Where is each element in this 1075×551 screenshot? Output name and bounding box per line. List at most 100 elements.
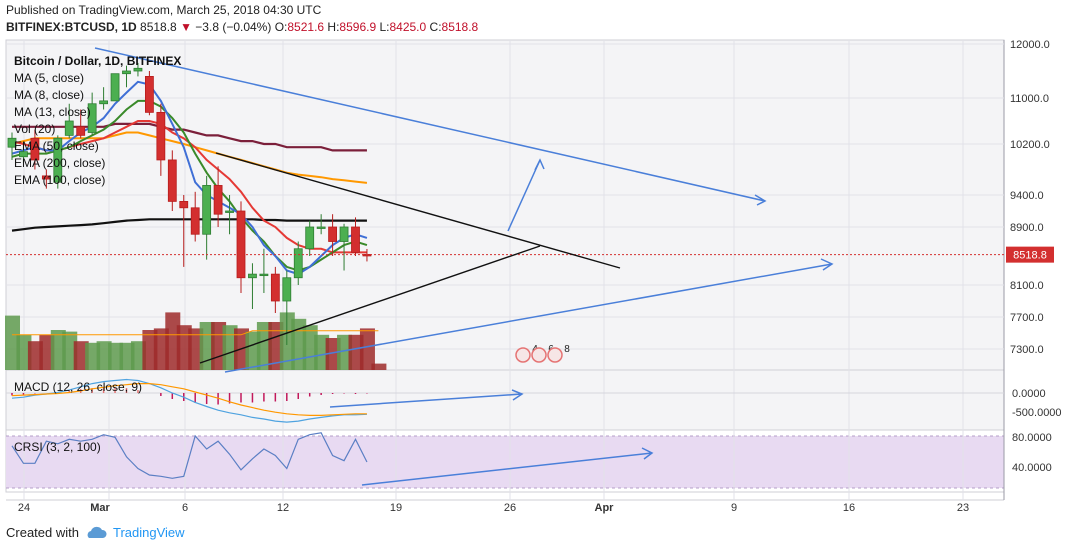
price-pane[interactable] [5, 39, 1005, 371]
candle-body [305, 226, 315, 250]
time-tick-label: 24 [18, 502, 30, 514]
macd-tick-label: 0.0000 [1012, 388, 1046, 400]
macd-pane[interactable] [5, 369, 1005, 431]
crsi-trend-arrow [361, 452, 653, 486]
time-tick-label: 23 [957, 502, 969, 514]
chart-area[interactable]: 8518.8 12000.0 11000.0 10200.0 9400.0 8900.0… [0, 36, 1075, 516]
volume-bar [199, 322, 215, 370]
candle-body [167, 159, 177, 202]
volume-bar [371, 363, 387, 370]
event-icon[interactable] [547, 347, 563, 363]
candle-body [122, 70, 131, 75]
ema200-line [11, 218, 367, 232]
volume-bar [39, 334, 55, 370]
price-tick-label: 7700.0 [1010, 312, 1044, 324]
candle-body [41, 175, 51, 180]
price-tick-label: 8100.0 [1010, 280, 1044, 292]
volume-bar [142, 330, 158, 370]
last-price: 8518.8 [140, 20, 177, 34]
legend-item: Vol (20) [14, 122, 55, 136]
volume-bar [348, 334, 364, 370]
volume-bar [153, 328, 169, 370]
event-icon[interactable] [515, 347, 531, 363]
price-tick-label: 7300.0 [1010, 344, 1044, 356]
event-icon[interactable] [531, 347, 547, 363]
price-tick-label: 12000.0 [1010, 39, 1050, 51]
crsi-label: CRSI (3, 2, 100) [14, 440, 101, 454]
time-tick-label: 26 [504, 502, 516, 514]
crsi-line [11, 432, 654, 486]
volume-bar [27, 341, 43, 370]
candle-body [190, 207, 200, 235]
ma5-line [11, 80, 368, 276]
candle-body [316, 226, 326, 229]
down-arrow-icon: ▼ [180, 20, 192, 34]
volume-ma-line [12, 330, 379, 336]
candle-body [282, 277, 292, 302]
candle-body [87, 103, 97, 133]
event-markers[interactable]: 468 [515, 344, 570, 363]
volume-bar [5, 315, 20, 370]
macd-line [11, 378, 367, 423]
candle-body [19, 151, 28, 158]
time-tick-label: 16 [843, 502, 855, 514]
legend-item: EMA (200, close) [14, 156, 105, 170]
volume-bar [62, 331, 78, 370]
candle-body [53, 137, 63, 183]
volume-bar [337, 334, 353, 370]
descending-trendline [215, 152, 621, 269]
candle-body [156, 111, 166, 161]
macd-trend-arrow [329, 393, 523, 408]
candle-body [270, 273, 280, 302]
volume-bar [256, 322, 272, 370]
legend: Bitcoin / Dollar, 1D, BITFINEX MA (5, clo… [14, 54, 181, 454]
time-tick-label: 9 [731, 502, 737, 514]
ema50-line [11, 131, 368, 184]
high-value: 8596.9 [339, 20, 377, 34]
volume-bar [268, 322, 284, 370]
volume-bar [108, 342, 124, 370]
time-tick-label: Apr [595, 502, 615, 514]
candle-body [225, 210, 234, 213]
close-label: C: [429, 20, 442, 34]
legend-item: MA (13, close) [14, 105, 91, 119]
crsi-band [6, 436, 1004, 488]
volume-bar [119, 342, 135, 370]
volume-bar [73, 341, 89, 370]
price-tag: 8518.8 [1013, 250, 1047, 262]
ascending-trendline [199, 245, 541, 364]
time-tick-label: 6 [182, 502, 188, 514]
volume-bar [314, 334, 330, 370]
time-tick-label: 12 [277, 502, 289, 514]
tradingview-brand[interactable]: TradingView [112, 525, 185, 540]
legend-item: MA (5, close) [14, 71, 84, 85]
volume-bar [245, 331, 261, 370]
macd-signal-line [11, 383, 367, 416]
price-change: −3.8 (−0.04%) [195, 20, 272, 34]
low-value: 8425.0 [389, 20, 427, 34]
volume-bar [188, 328, 204, 370]
volume-bar [50, 330, 66, 370]
axis-labels: 12000.0 11000.0 10200.0 9400.0 8900.0 8100.0 7… [18, 39, 1062, 514]
candle-body [64, 120, 74, 136]
legend-item: MA (8, close) [14, 88, 84, 102]
volume-bar [302, 325, 318, 370]
event-count: 8 [564, 344, 570, 355]
candles: 8518.8 [6, 62, 1054, 345]
series-title: Bitcoin / Dollar, 1D, BITFINEX [14, 54, 181, 68]
candle-body [213, 185, 223, 215]
candle-body [110, 73, 120, 102]
time-tick-label: Mar [90, 502, 110, 514]
candle-body [7, 137, 17, 148]
upper-channel-line [94, 47, 766, 202]
high-label: H: [327, 20, 340, 34]
crsi-tick-label: 80.0000 [1012, 432, 1052, 444]
volume-bar [176, 325, 192, 370]
volume-bars [5, 312, 387, 370]
lower-channel-line [224, 263, 833, 373]
volume-bar [222, 325, 238, 370]
candle-body [236, 210, 246, 279]
low-label: L: [379, 20, 390, 34]
footer: Created with TradingView [6, 525, 185, 540]
candle-body [144, 76, 154, 113]
